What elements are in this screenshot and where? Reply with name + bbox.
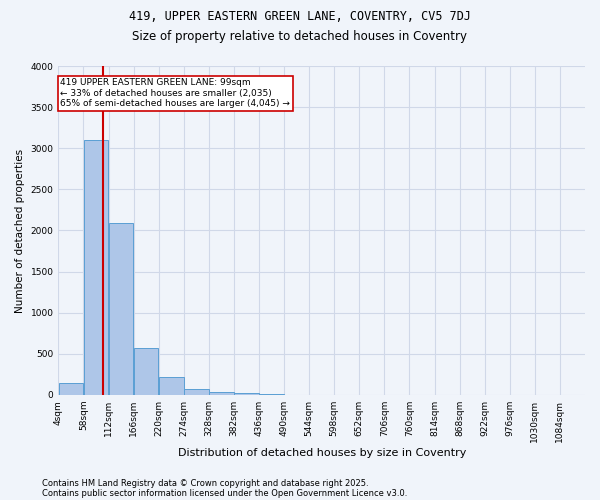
Bar xyxy=(184,389,209,395)
Bar xyxy=(134,348,158,395)
Bar xyxy=(159,377,184,395)
Bar xyxy=(59,382,83,395)
Text: Contains public sector information licensed under the Open Government Licence v3: Contains public sector information licen… xyxy=(42,488,407,498)
Y-axis label: Number of detached properties: Number of detached properties xyxy=(15,148,25,312)
Text: Size of property relative to detached houses in Coventry: Size of property relative to detached ho… xyxy=(133,30,467,43)
Text: 419 UPPER EASTERN GREEN LANE: 99sqm
← 33% of detached houses are smaller (2,035): 419 UPPER EASTERN GREEN LANE: 99sqm ← 33… xyxy=(60,78,290,108)
Bar xyxy=(109,223,133,395)
Bar xyxy=(209,392,234,395)
X-axis label: Distribution of detached houses by size in Coventry: Distribution of detached houses by size … xyxy=(178,448,466,458)
Bar xyxy=(234,393,259,395)
Text: 419, UPPER EASTERN GREEN LANE, COVENTRY, CV5 7DJ: 419, UPPER EASTERN GREEN LANE, COVENTRY,… xyxy=(129,10,471,23)
Bar xyxy=(259,394,284,395)
Bar xyxy=(84,140,109,395)
Text: Contains HM Land Registry data © Crown copyright and database right 2025.: Contains HM Land Registry data © Crown c… xyxy=(42,478,368,488)
